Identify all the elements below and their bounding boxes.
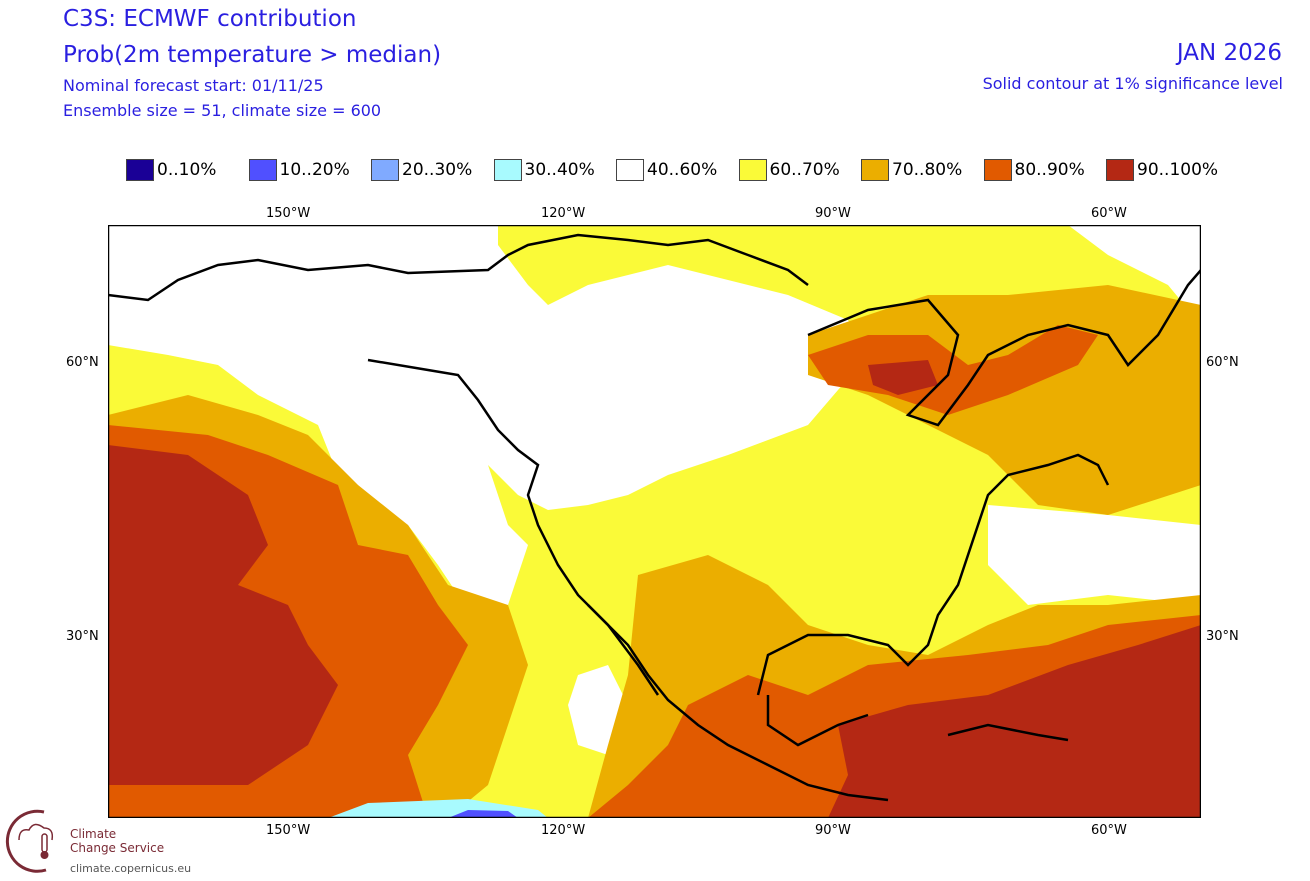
legend-label: 10..20% (279, 160, 350, 180)
forecast-start: Nominal forecast start: 01/11/25 (63, 76, 324, 95)
legend-swatch (126, 159, 154, 181)
legend-swatch (248, 159, 277, 181)
legend-swatch (493, 159, 522, 181)
legend-label: 40..60% (647, 160, 718, 180)
legend-item: 20..30% (371, 159, 494, 181)
legend-label: 80..90% (1014, 160, 1085, 180)
ensemble-info: Ensemble size = 51, climate size = 600 (63, 101, 382, 120)
lon-label-top: 90°W (815, 206, 851, 221)
valid-month: JAN 2026 (1176, 40, 1282, 66)
legend-item: 10..20% (248, 159, 372, 181)
legend-item: 80..90% (983, 159, 1107, 181)
legend-item: 70..80% (861, 159, 984, 181)
logo-url[interactable]: climate.copernicus.eu (70, 862, 192, 875)
legend-label: 30..40% (524, 160, 595, 180)
title: C3S: ECMWF contribution (63, 6, 357, 32)
region-40-60 (988, 505, 1201, 605)
legend-swatch (861, 159, 889, 181)
lon-label-top: 150°W (266, 206, 311, 221)
legend-label: 60..70% (769, 160, 840, 180)
lat-label-left: 30°N (66, 629, 99, 644)
lon-label-top: 120°W (541, 206, 586, 221)
legend-label: 20..30% (402, 160, 473, 180)
legend-swatch (1106, 159, 1134, 181)
variable-title: Prob(2m temperature > median) (63, 42, 442, 68)
region-40-60 (108, 225, 868, 625)
significance-note: Solid contour at 1% significance level (982, 74, 1283, 93)
region-90-100 (828, 625, 1201, 818)
legend-swatch (738, 159, 767, 181)
coastlines (108, 233, 1201, 802)
lon-label-bottom: 90°W (815, 823, 851, 838)
region-90-100 (868, 360, 938, 395)
legend-swatch (371, 159, 399, 181)
probability-map (108, 225, 1201, 818)
legend-item: 60..70% (738, 159, 862, 181)
legend-item: 0..10% (126, 159, 249, 181)
legend-label: 90..100% (1137, 160, 1219, 180)
legend-swatch (983, 159, 1012, 181)
region-90-100 (108, 445, 338, 785)
legend-item: 40..60% (616, 159, 739, 181)
copernicus-logo-icon (5, 809, 54, 873)
region-10-20 (448, 810, 518, 818)
legend: 0..10% 10..20% 20..30% 30..40% 40..60% 60..70… (126, 159, 1229, 181)
legend-item: 90..100% (1106, 159, 1229, 181)
map-frame (108, 225, 1201, 818)
lat-label-left: 60°N (66, 355, 99, 370)
region-40-60 (1068, 225, 1201, 325)
legend-item: 30..40% (493, 159, 617, 181)
lat-label-right: 60°N (1206, 355, 1239, 370)
logo-line2: Change Service (70, 841, 165, 855)
region-80-90 (808, 325, 1098, 415)
legend-label: 70..80% (892, 160, 963, 180)
logo-line1: Climate (70, 827, 117, 841)
lon-label-top: 60°W (1091, 206, 1127, 221)
legend-label: 0..10% (157, 160, 217, 180)
legend-swatch (616, 159, 644, 181)
lon-label-bottom: 60°W (1091, 823, 1127, 838)
lon-label-bottom: 150°W (266, 823, 311, 838)
lat-label-right: 30°N (1206, 629, 1239, 644)
lon-label-bottom: 120°W (541, 823, 586, 838)
